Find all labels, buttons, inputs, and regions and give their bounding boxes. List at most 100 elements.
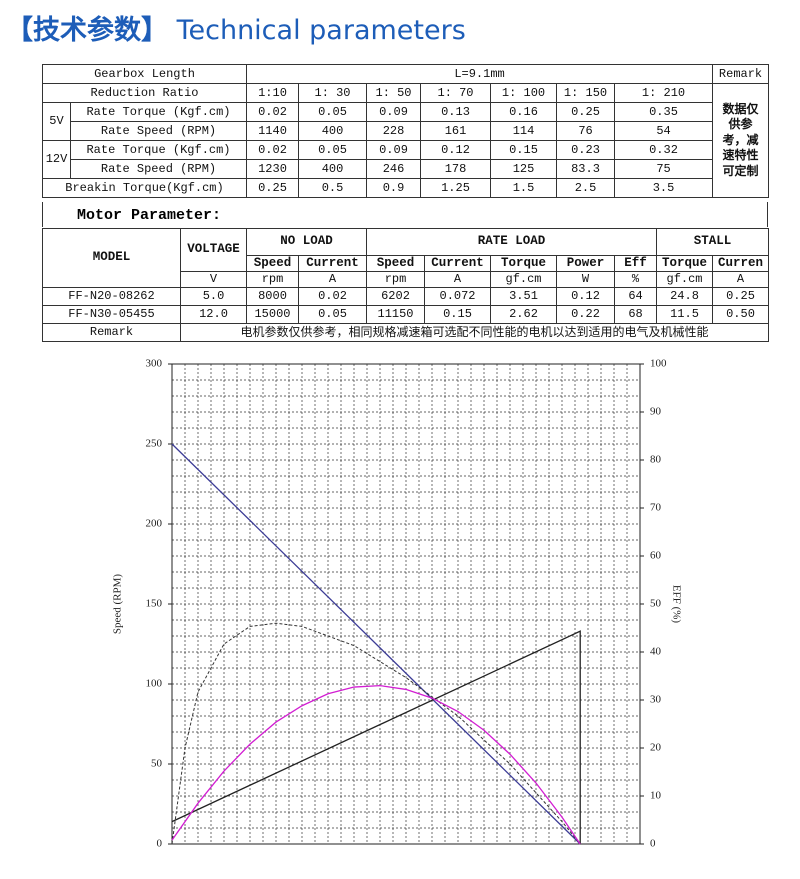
column-header: 1: 30: [298, 83, 368, 103]
table-cell: 0.9: [366, 178, 422, 198]
row-header: Breakin Torque(Kgf.cm): [41, 178, 248, 198]
table-cell: 1140: [246, 121, 300, 141]
table-cell: 54: [614, 121, 714, 141]
table-cell: 5.0: [180, 287, 247, 306]
y-tick-label: 150: [146, 598, 163, 610]
y2-axis-label: EFF (%): [670, 585, 682, 624]
table-cell: 0.32: [614, 140, 714, 160]
column-header: Power: [556, 255, 616, 272]
table-cell: 0.02: [246, 140, 300, 160]
y2-tick-label: 0: [650, 838, 656, 850]
series-line: [171, 630, 581, 844]
table-cell: 161: [420, 121, 492, 141]
unit: gf.cm: [490, 271, 558, 288]
table-cell: 3.5: [614, 178, 714, 198]
table-row: Breakin Torque(Kgf.cm) 0.25 0.5 0.9 1.25 1.5 2…: [41, 178, 769, 198]
row-header: Rate Torque (Kgf.cm): [69, 102, 248, 122]
column-header: Torque: [656, 255, 714, 272]
table-row: Rate Speed (RPM) 1140 400 228 161 114 76 54: [43, 121, 769, 141]
table-cell: 0.05: [298, 140, 368, 160]
table-cell: 8000: [246, 287, 299, 306]
table-cell: 0.12: [556, 287, 616, 306]
table-cell: 114: [490, 121, 558, 141]
table-cell: 0.02: [246, 102, 300, 122]
table-cell: 1.5: [490, 178, 558, 198]
y-tick-label: 200: [146, 518, 163, 530]
column-header: 1: 70: [420, 83, 492, 103]
table-cell: 0.25: [246, 178, 300, 198]
table-cell: 0.5: [298, 178, 368, 198]
table-cell: 24.8: [656, 287, 714, 306]
y-tick-label: 0: [157, 838, 163, 850]
table-row: Reduction Ratio 1:10 1: 30 1: 50 1: 70 1: 100…: [41, 83, 770, 198]
table-cell: 0.05: [298, 102, 368, 122]
row-header: Rate Speed (RPM): [69, 121, 248, 141]
table-row: 5V Rate Torque (Kgf.cm) 0.02 0.05 0.09 0.13 0.…: [42, 102, 769, 141]
unit: A: [297, 271, 368, 288]
table-row: MODEL VOLTAGE NO LOAD RATE LOAD STALL: [42, 228, 770, 288]
table-row: Remark 电机参数仅供参考，相同规格减速箱可选配不同性能的电机以达到适用的电气…: [42, 323, 770, 342]
unit: A: [424, 271, 492, 288]
table-cell: 6202: [366, 287, 426, 306]
table-cell: 83.3: [556, 159, 616, 179]
y2-tick-label: 40: [650, 646, 662, 658]
series-line: [171, 684, 581, 845]
title-en: Technical parameters: [176, 15, 466, 46]
motor-table: MODEL VOLTAGE NO LOAD RATE LOAD STALL Speed Cu…: [42, 228, 770, 342]
table-cell: 75: [614, 159, 714, 179]
table-row: Speed Current Speed Current Torque Power Eff To…: [43, 255, 770, 272]
table-cell: 125: [490, 159, 558, 179]
table-cell: 0.15: [490, 140, 558, 160]
table-cell: 400: [298, 159, 368, 179]
table-row: Gearbox Length L=9.1mm Remark: [41, 64, 770, 84]
table-cell: 1.25: [420, 178, 492, 198]
table-cell: 228: [366, 121, 422, 141]
table-cell: 0.35: [614, 102, 714, 122]
column-header: Current: [424, 255, 492, 272]
column-header: 1:10: [246, 83, 300, 103]
unit: A: [712, 271, 770, 288]
table-cell: 电机参数仅供参考，相同规格减速箱可选配不同性能的电机以达到适用的电气及机械性能: [179, 323, 770, 342]
row-header: Reduction Ratio: [41, 83, 248, 103]
table-row: Rate Speed (RPM) 1230 400 246 178 125 83.3 75: [43, 159, 769, 179]
row-header: 12V: [42, 140, 71, 179]
column-header: Eff: [614, 255, 658, 272]
table-cell: 0.05: [297, 305, 368, 324]
column-header: 1: 210: [614, 83, 714, 103]
table-cell: 15000: [246, 305, 299, 324]
table-row: 12V Rate Torque (Kgf.cm) 0.02 0.05 0.09 0.12 0…: [42, 140, 769, 179]
table-cell: 178: [420, 159, 492, 179]
table-cell: 64: [614, 287, 658, 306]
motor-title: Motor Parameter:: [42, 202, 768, 227]
row-header: Remark: [42, 323, 181, 342]
table-cell: 68: [614, 305, 658, 324]
column-header: 1: 100: [490, 83, 558, 103]
series-line: [171, 622, 581, 845]
table-cell: 0.25: [712, 287, 770, 306]
table-cell: 数据仅供参考，减速特性可定制: [712, 83, 770, 198]
table-cell: 0.50: [712, 305, 770, 324]
table-cell: 246: [366, 159, 422, 179]
unit: gf.cm: [656, 271, 714, 288]
table-cell: 2.5: [556, 178, 616, 198]
column-header: 1: 50: [366, 83, 422, 103]
row-header: 5V: [42, 102, 71, 141]
y-tick-label: 50: [151, 758, 163, 770]
column-header: Torque: [490, 255, 558, 272]
row-header: FF-N30-05455: [42, 305, 181, 324]
y2-tick-label: 80: [650, 454, 662, 466]
unit: %: [614, 271, 658, 288]
y-axis-label: Speed (RPM): [112, 574, 124, 635]
table-cell: 400: [298, 121, 368, 141]
column-header: Current: [297, 255, 368, 272]
y2-tick-label: 100: [650, 358, 667, 370]
table-cell: 3.51: [490, 287, 558, 306]
group-header: RATE LOAD: [366, 228, 658, 256]
row-header: FF-N20-08262: [42, 287, 181, 306]
unit: W: [556, 271, 616, 288]
table-cell: 0.09: [366, 140, 422, 160]
column-header: Speed: [246, 255, 299, 272]
y-tick-label: 300: [146, 358, 163, 370]
